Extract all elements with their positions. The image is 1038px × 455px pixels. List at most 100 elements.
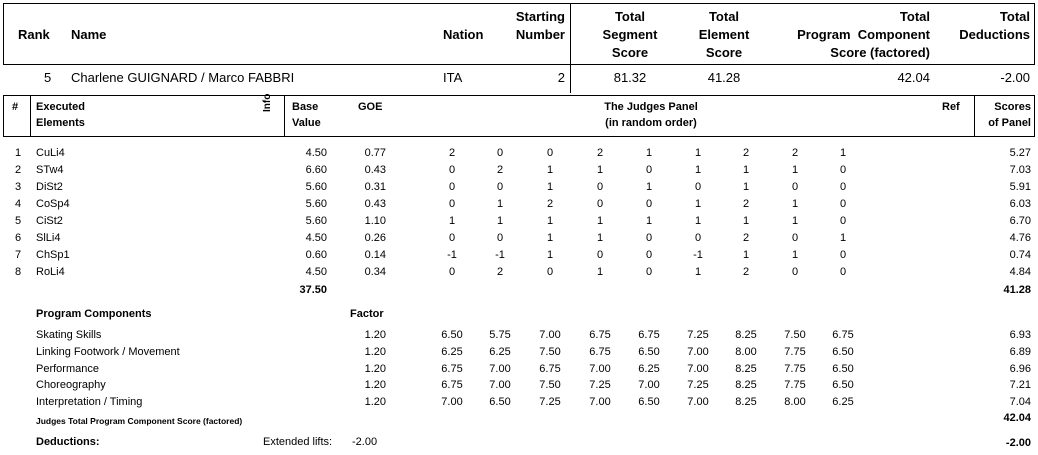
header-tes-line3: Score: [705, 45, 743, 60]
col-panel-line2: (in random order): [605, 117, 697, 129]
header-tss-line2: Segment: [602, 27, 658, 42]
skater-rank: 5: [44, 70, 52, 85]
col-executed-line2: Elements: [36, 117, 85, 129]
components-total-score: 42.04: [1003, 412, 1031, 424]
component-judge-score: 6.50: [638, 345, 660, 358]
components-title: Program Components: [36, 308, 152, 320]
component-judge-score: 8.00: [784, 396, 806, 409]
header-total-element-score: Total Element Score: [684, 8, 764, 62]
component-judge-score: 6.25: [638, 362, 660, 375]
element-judge-score: 0: [496, 181, 504, 193]
element-judge-score: 1: [496, 215, 504, 227]
element-num: 4: [15, 198, 22, 210]
component-judge-score: 6.50: [832, 345, 854, 358]
element-base: 5.60: [305, 198, 327, 210]
component-judge-score: 6.50: [638, 396, 660, 409]
component-name: Interpretation / Timing: [36, 396, 143, 409]
element-judge-score: 1: [645, 215, 653, 227]
col-executed-line1: Executed: [36, 101, 85, 113]
element-judge-score: 0: [645, 198, 653, 210]
element-judge-score: 2: [742, 198, 750, 210]
element-judge-score: 1: [694, 147, 702, 159]
header-box: [3, 3, 1035, 65]
component-judge-score: 6.50: [489, 396, 511, 409]
element-name: SlLi4: [36, 232, 61, 244]
element-base: 5.60: [305, 215, 327, 227]
component-judge-score: 7.25: [687, 329, 709, 341]
element-judge-score: -1: [495, 249, 505, 261]
component-judge-score: 6.50: [441, 329, 463, 341]
element-judge-score: 0: [546, 147, 554, 159]
element-judge-score: 2: [596, 147, 604, 159]
element-judge-score: 1: [694, 164, 702, 176]
element-judge-score: 0: [839, 266, 847, 278]
element-judge-score: 1: [791, 198, 799, 210]
element-judge-score: 0: [645, 232, 653, 244]
component-judge-score: 6.75: [832, 329, 854, 341]
component-judge-score: 7.00: [441, 396, 463, 409]
element-judge-score: 0: [546, 266, 554, 278]
element-judge-score: 0: [645, 266, 653, 278]
deductions-type: Extended lifts:: [263, 436, 333, 448]
element-goe: 0.43: [364, 164, 386, 176]
element-panel-score: 6.70: [1009, 215, 1031, 227]
component-judge-score: 6.75: [589, 329, 611, 341]
header-starting-number: Starting Number: [500, 8, 565, 44]
element-judge-score: 1: [791, 249, 799, 261]
element-judge-score: 1: [596, 215, 604, 227]
component-judge-score: 6.75: [539, 362, 561, 375]
element-judge-score: 0: [596, 198, 604, 210]
element-judge-score: 0: [448, 198, 456, 210]
element-judge-score: 1: [596, 164, 604, 176]
header-nation: Nation: [443, 27, 484, 42]
element-judge-score: 1: [546, 181, 554, 193]
element-num: 2: [15, 164, 22, 176]
component-judge-score: 6.75: [589, 345, 611, 358]
col-info: Info: [262, 93, 273, 112]
element-judge-score: 1: [546, 249, 554, 261]
element-judge-score: 2: [742, 147, 750, 159]
component-judge-score: 6.25: [489, 345, 511, 358]
component-judge-score: 6.50: [832, 362, 854, 375]
components-total-label: Judges Total Program Component Score (fa…: [36, 416, 243, 426]
element-judge-score: 2: [742, 266, 750, 278]
element-judge-score: 0: [791, 266, 799, 278]
element-judge-score: 2: [791, 147, 799, 159]
elements-base-total: 37.50: [299, 284, 327, 296]
element-panel-score: 4.84: [1009, 266, 1031, 278]
component-factor: 1.20: [364, 379, 386, 392]
header-total-deductions: Total Deductions: [940, 8, 1030, 44]
element-judge-score: 0: [496, 147, 504, 159]
skater-starting-number: 2: [557, 70, 565, 85]
element-judge-score: 0: [448, 181, 456, 193]
component-factor: 1.20: [364, 345, 386, 358]
element-panel-score: 5.91: [1009, 181, 1031, 193]
element-goe: 0.43: [364, 198, 386, 210]
element-judge-score: 1: [496, 198, 504, 210]
element-judge-score: 1: [546, 164, 554, 176]
col-scores-of-panel: Scores of Panel: [960, 99, 1031, 131]
element-judge-score: 0: [839, 164, 847, 176]
skater-nation: ITA: [443, 70, 463, 85]
elements-header-sep-3: [974, 95, 975, 137]
element-judge-score: 0: [448, 266, 456, 278]
component-judge-score: 7.25: [589, 379, 611, 392]
component-score: 6.96: [1009, 362, 1031, 375]
element-num: 5: [15, 215, 22, 227]
element-judge-score: 0: [839, 215, 847, 227]
element-panel-score: 5.27: [1009, 147, 1031, 159]
component-judge-score: 7.50: [784, 329, 806, 341]
header-total-segment-score: Total Segment Score: [590, 8, 670, 62]
col-judges-panel: The Judges Panel (in random order): [551, 99, 751, 131]
element-judge-score: 0: [839, 181, 847, 193]
header-tes-line1: Total: [708, 9, 740, 24]
element-goe: 0.14: [364, 249, 386, 261]
component-judge-score: 7.25: [687, 379, 709, 392]
element-base: 6.60: [305, 164, 327, 176]
skater-total-pcs: 42.04: [897, 70, 930, 85]
component-judge-score: 7.00: [638, 379, 660, 392]
element-judge-score: 1: [839, 232, 847, 244]
element-name: ChSp1: [36, 249, 70, 261]
element-judge-score: 0: [596, 181, 604, 193]
header-ded-line2: Deductions: [959, 27, 1030, 42]
